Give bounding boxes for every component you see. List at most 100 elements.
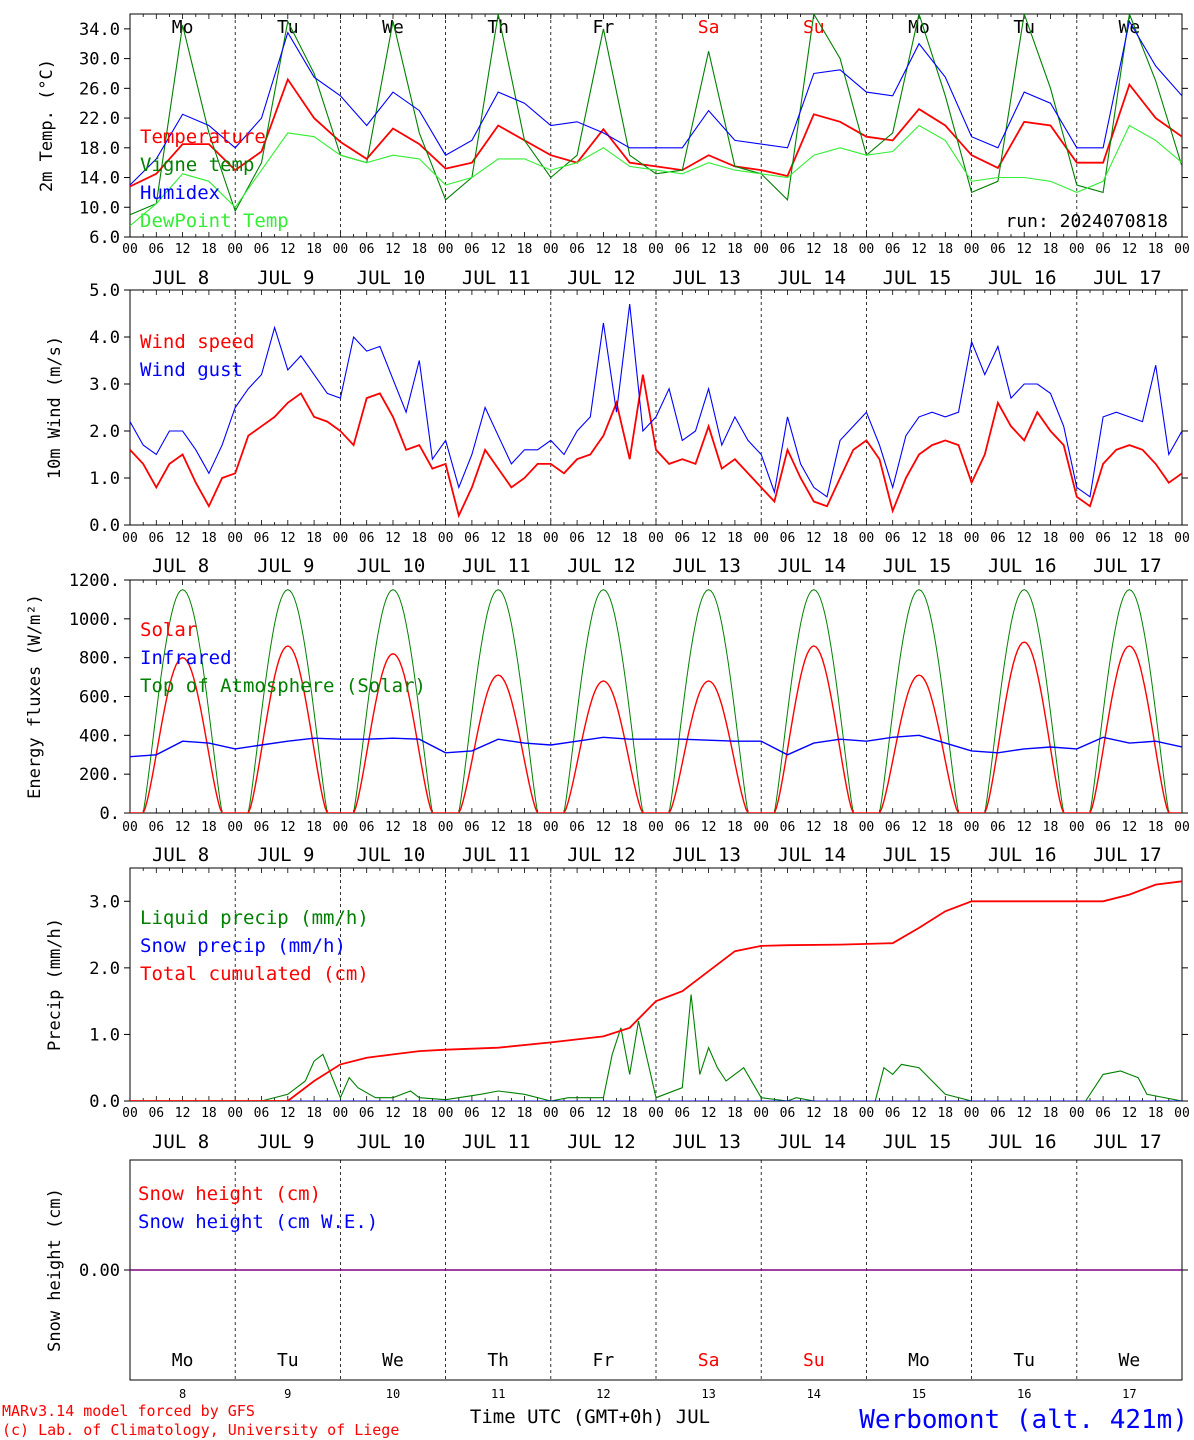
hour-tick-label: 06	[885, 1106, 901, 1121]
y-tick-label: 18.0	[79, 139, 120, 159]
hour-tick-label: 12	[806, 531, 822, 546]
hour-tick-label: 00	[753, 242, 769, 257]
legend-label: Liquid precip (mm/h)	[140, 907, 369, 929]
series-line-wind-gust	[130, 304, 1182, 498]
hour-tick-label: 18	[306, 242, 322, 257]
hour-tick-label: 12	[911, 242, 927, 257]
hour-tick-label: 12	[175, 820, 191, 835]
hour-tick-label: 12	[911, 1106, 927, 1121]
hour-tick-label: 18	[306, 820, 322, 835]
hour-tick-label: 00	[438, 1106, 454, 1121]
date-label: JUL 15	[883, 555, 952, 577]
hour-tick-label: 18	[1148, 1106, 1164, 1121]
legend-label: Top of Atmosphere (Solar)	[140, 675, 426, 697]
series-line-liquid-precip-mm-h-	[130, 994, 1182, 1101]
date-label: JUL 14	[777, 1131, 846, 1153]
y-tick-label: 34.0	[79, 20, 120, 40]
y-tick-label: 2.0	[89, 422, 120, 442]
hour-tick-label: 06	[990, 242, 1006, 257]
series-group	[130, 589, 1182, 813]
hour-tick-label: 00	[333, 242, 349, 257]
day-number: 11	[491, 1387, 505, 1401]
hour-tick-label: 06	[359, 531, 375, 546]
y-tick-label: 800.	[79, 649, 120, 669]
hour-tick-label: 00	[964, 820, 980, 835]
model-credit: MARv3.14 model forced by GFS	[2, 1402, 255, 1420]
y-tick-label: 22.0	[79, 109, 120, 129]
hour-tick-label: 12	[596, 820, 612, 835]
hour-tick-label: 18	[727, 1106, 743, 1121]
y-tick-label: 600.	[79, 688, 120, 708]
hour-tick-label: 00	[648, 531, 664, 546]
run-annotation: run: 2024070818	[1005, 211, 1168, 232]
hour-tick-label: 12	[1016, 242, 1032, 257]
hour-tick-label: 00	[227, 531, 243, 546]
footer: Time UTC (GMT+0h) JUL MARv3.14 model forc…	[2, 1402, 1188, 1439]
hour-tick-label: 18	[622, 242, 638, 257]
hour-tick-label: 00	[753, 820, 769, 835]
day-name: Fr	[593, 17, 615, 38]
day-name-bottom: Mo	[172, 1350, 194, 1371]
hour-tick-label: 12	[490, 1106, 506, 1121]
hour-tick-label: 18	[201, 1106, 217, 1121]
hour-tick-label: 18	[832, 1106, 848, 1121]
hour-tick-label: 06	[885, 242, 901, 257]
series-line-total-cumulated-cm-	[130, 880, 1182, 1101]
hour-tick-label: 06	[254, 820, 270, 835]
panel-5: 0.00 Snow height (cm) Snow height (cm) Snow…	[45, 1159, 1188, 1401]
hour-tick-label: 06	[148, 531, 164, 546]
hour-tick-label: 00	[753, 531, 769, 546]
hour-tick-label: 06	[148, 820, 164, 835]
hour-tick-label: 12	[385, 1106, 401, 1121]
date-label: JUL 17	[1093, 555, 1162, 577]
day-number: 10	[386, 1387, 400, 1401]
hour-tick-label: 00	[438, 242, 454, 257]
day-name: Th	[487, 17, 509, 38]
date-label: JUL 14	[777, 555, 846, 577]
date-label: JUL 12	[567, 267, 636, 289]
hour-tick-label: 18	[832, 531, 848, 546]
day-number: 16	[1017, 1387, 1031, 1401]
legend-label: Snow precip (mm/h)	[140, 935, 346, 957]
hour-tick-label: 18	[411, 531, 427, 546]
hour-tick-label: 18	[201, 531, 217, 546]
date-label: JUL 8	[152, 555, 209, 577]
hour-tick-label: 06	[674, 820, 690, 835]
series-group	[130, 14, 1182, 227]
hour-tick-label: 12	[280, 531, 296, 546]
legend-label: Vigne temp	[140, 154, 254, 176]
hour-tick-label: 12	[1016, 531, 1032, 546]
day-number: 14	[807, 1387, 821, 1401]
legend-label: DewPoint Temp	[140, 210, 289, 232]
day-name-bottom: Mo	[908, 1350, 930, 1371]
series-group	[130, 880, 1182, 1101]
y-tick-label: 0.0	[89, 1092, 120, 1112]
hour-tick-label: 06	[569, 531, 585, 546]
legend-label: Wind speed	[140, 331, 254, 353]
hour-tick-label: 00	[227, 1106, 243, 1121]
date-label: JUL 8	[152, 1131, 209, 1153]
hour-tick-label: 06	[1095, 820, 1111, 835]
series-line-humidex	[130, 19, 1182, 186]
legend-label: Total cumulated (cm)	[140, 963, 369, 985]
date-label: JUL 10	[357, 267, 426, 289]
x-ticks	[129, 14, 1183, 237]
hour-tick-label: 00	[543, 531, 559, 546]
date-label: JUL 12	[567, 555, 636, 577]
day-name: We	[382, 17, 404, 38]
hour-tick-label: 18	[1148, 820, 1164, 835]
panel-frame	[129, 13, 1183, 238]
hour-tick-label: 12	[280, 1106, 296, 1121]
lab-credit: (c) Lab. of Climatology, University of L…	[2, 1421, 399, 1439]
hour-tick-label: 12	[1122, 1106, 1138, 1121]
hour-tick-label: 00	[543, 242, 559, 257]
hour-tick-label: 00	[227, 820, 243, 835]
hour-tick-label: 12	[280, 820, 296, 835]
day-name: Tu	[1013, 17, 1035, 38]
hour-tick-label: 06	[990, 1106, 1006, 1121]
date-label: JUL 11	[462, 844, 531, 866]
hour-tick-label: 06	[1095, 531, 1111, 546]
date-label: JUL 15	[883, 1131, 952, 1153]
day-name: Mo	[908, 17, 930, 38]
panel-1: 6.0 10.0 14.0 18.0 22.0 26.0 30.0 34.0 2m Temp. …	[37, 13, 1190, 289]
